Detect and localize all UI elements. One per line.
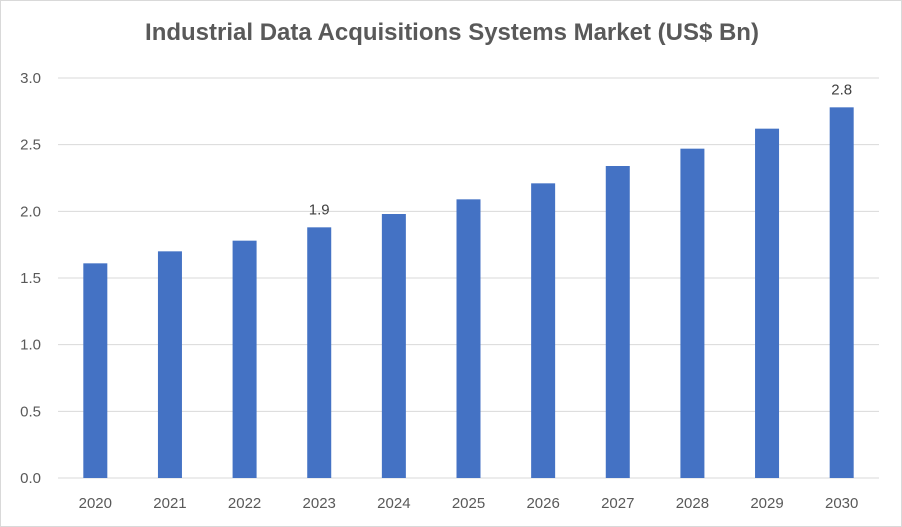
y-tick-label-6: 3.0	[20, 70, 41, 87]
x-tick-label-2021: 2021	[153, 495, 186, 512]
y-tick-label-2: 1.0	[20, 337, 41, 354]
bar-2026	[531, 183, 556, 479]
x-tick-label-2030: 2030	[825, 495, 858, 512]
y-tick-label-5: 2.5	[20, 137, 41, 154]
x-tick-label-2028: 2028	[676, 495, 709, 512]
bar-2027	[605, 166, 630, 478]
bar-2020	[83, 263, 108, 478]
x-tick-label-2029: 2029	[750, 495, 783, 512]
x-tick-label-2027: 2027	[601, 495, 634, 512]
x-tick-label-2026: 2026	[526, 495, 559, 512]
y-tick-label-3: 1.5	[20, 270, 41, 287]
bar-2025	[456, 199, 481, 479]
x-tick-label-2025: 2025	[452, 495, 485, 512]
bar-2029	[755, 128, 780, 478]
data-label-2023: 1.9	[309, 201, 330, 218]
chart-title: Industrial Data Acquisitions Systems Mar…	[145, 19, 759, 46]
x-tick-label-2020: 2020	[79, 495, 112, 512]
data-label-2030: 2.8	[831, 81, 852, 98]
x-tick-label-2023: 2023	[303, 495, 336, 512]
y-tick-label-0: 0.0	[20, 470, 41, 487]
bar-2024	[381, 214, 406, 478]
bar-2023	[307, 227, 332, 478]
bar-2022	[232, 240, 257, 478]
y-tick-label-1: 0.5	[20, 403, 41, 420]
x-tick-label-2024: 2024	[377, 495, 410, 512]
bar-2030	[829, 107, 854, 478]
bar-2028	[680, 148, 705, 478]
y-tick-label-4: 2.0	[20, 203, 41, 220]
x-tick-label-2022: 2022	[228, 495, 261, 512]
bar-2021	[157, 251, 182, 478]
